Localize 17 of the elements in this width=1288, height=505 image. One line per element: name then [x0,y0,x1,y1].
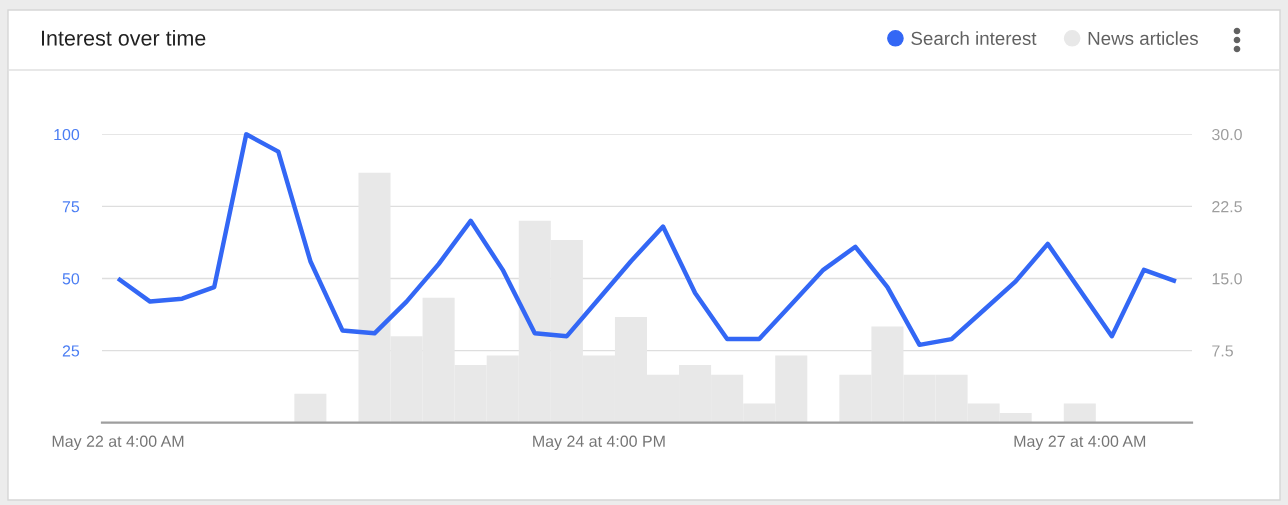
bar [294,393,327,423]
y2-tick-label: 22.5 [1212,201,1242,213]
legend-label: Search interest [911,31,1037,46]
line-series [115,132,1179,348]
y-tick-label: 50 [62,273,80,285]
legend-label: News articles [1088,31,1198,46]
y2-tick-label: 15.0 [1212,273,1242,285]
y2-tick-label: 30.0 [1212,128,1242,141]
y-tick-label: 25 [62,345,80,357]
x-tick-label: May 24 at 4:00 PM [533,435,665,451]
chart-title: Interest over time [41,29,206,46]
x-tick-label: May 22 at 4:00 AM [52,435,184,451]
y-tick-label: 75 [62,201,80,213]
y2-tick-label: 7.5 [1212,345,1233,357]
x-tick-label: May 27 at 4:00 AM [1014,435,1146,451]
y-tick-label: 100 [54,128,80,141]
bar [1063,403,1096,423]
